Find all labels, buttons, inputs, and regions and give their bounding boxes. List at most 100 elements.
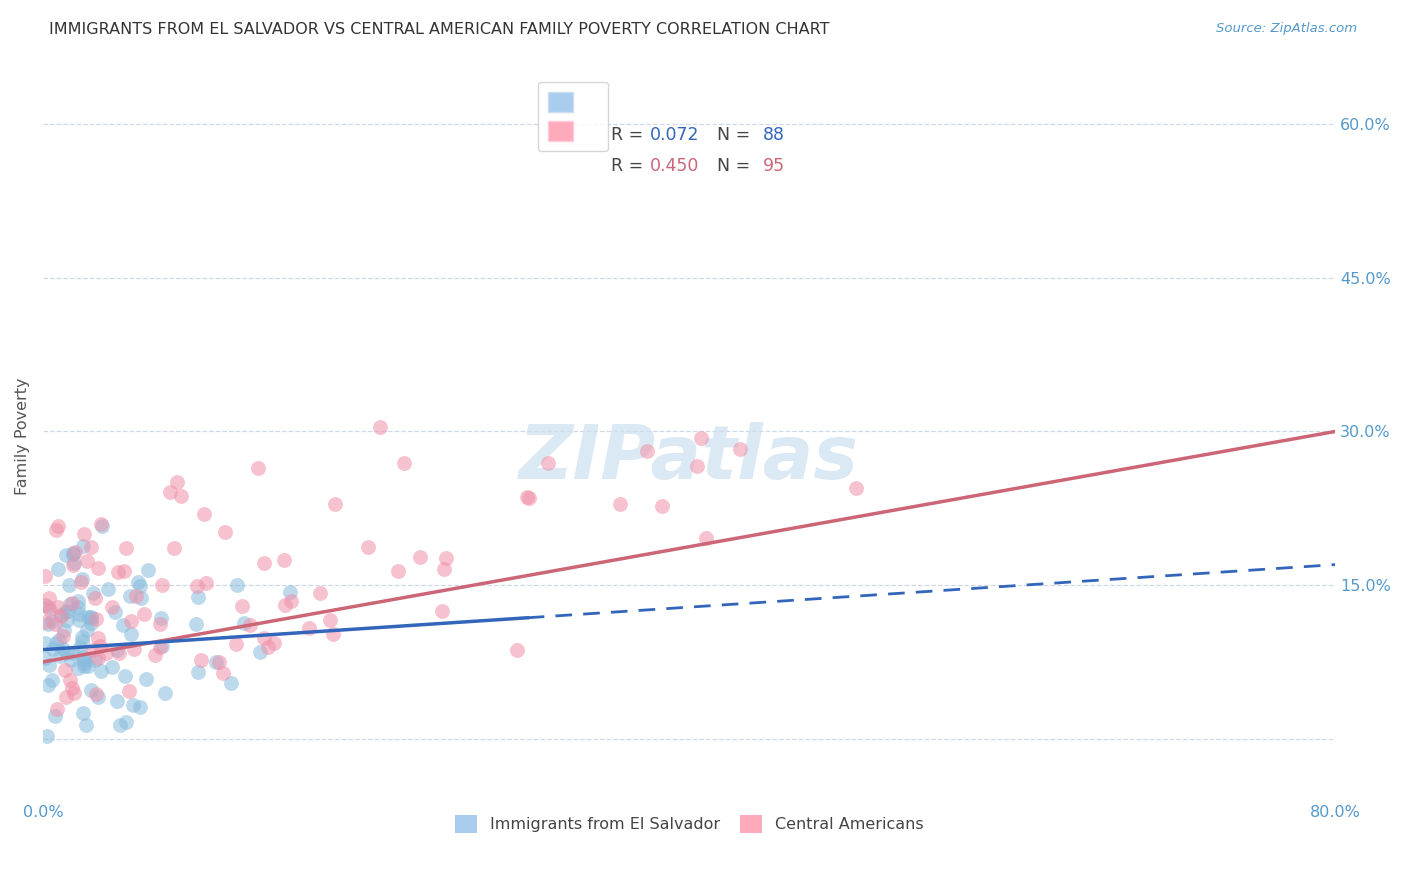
Point [41,642,63,657]
Point [48,632,70,647]
Point [273,599,295,613]
Point [70,630,93,644]
Point [193,508,215,522]
Text: N =: N = [706,126,756,145]
Point [190,652,212,666]
Point [34,598,56,612]
Point [46,562,69,576]
Point [45,702,67,716]
Point [225,637,247,651]
Point [434,550,457,565]
Point [37,616,59,631]
Point [87,561,110,575]
Text: 88: 88 [762,126,785,145]
Text: R =: R = [610,126,648,145]
Point [506,642,529,657]
Point [273,552,295,566]
Point [94,646,117,660]
Text: N =: N = [706,157,756,175]
Point [91,518,114,533]
Point [90,517,112,532]
Point [112,617,135,632]
Point [368,419,391,434]
Point [34,569,56,583]
Point [730,442,752,456]
Point [609,498,631,512]
Point [101,660,124,674]
Point [207,656,229,670]
Point [37,600,59,615]
Text: ZIPatlas: ZIPatlas [519,422,859,495]
Point [120,627,142,641]
Point [58,578,80,592]
Point [77,659,100,673]
Point [357,540,380,554]
Point [63,545,86,559]
Point [67,607,90,621]
Point [129,700,152,714]
Point [121,698,143,712]
Point [212,666,235,681]
Point [37,678,59,692]
Point [34,651,56,665]
Point [249,645,271,659]
Point [63,556,86,570]
Point [67,613,90,627]
Point [77,610,100,624]
Point [60,596,83,610]
Point [90,665,112,679]
Point [52,629,75,643]
Point [695,531,717,545]
Point [150,578,173,592]
Point [149,640,172,654]
Point [34,615,56,629]
Point [75,653,97,667]
Point [278,584,301,599]
Point [66,599,89,614]
Point [263,636,285,650]
Point [70,572,93,586]
Point [432,604,454,618]
Point [101,599,124,614]
Point [114,669,136,683]
Point [516,491,538,505]
Point [62,547,84,561]
Point [53,663,76,677]
Point [38,591,60,605]
Point [80,540,103,554]
Point [53,623,76,637]
Point [72,540,94,554]
Point [143,648,166,662]
Point [537,456,560,470]
Point [87,631,110,645]
Point [75,718,97,732]
Point [41,615,63,629]
Y-axis label: Family Poverty: Family Poverty [15,378,30,495]
Point [72,649,94,664]
Point [97,582,120,596]
Point [73,658,96,673]
Point [118,683,141,698]
Point [195,576,218,591]
Point [690,431,713,445]
Point [87,690,110,705]
Point [48,600,70,615]
Point [73,656,96,670]
Point [55,548,77,562]
Point [122,641,145,656]
Point [159,485,181,500]
Point [120,589,142,603]
Point [108,646,131,660]
Point [69,640,91,655]
Point [80,683,103,698]
Point [76,554,98,568]
Point [433,562,456,576]
Point [280,594,302,608]
Point [60,681,83,695]
Point [150,639,173,653]
Point [845,481,868,495]
Point [214,525,236,540]
Point [246,461,269,475]
Point [84,612,107,626]
Point [45,523,67,537]
